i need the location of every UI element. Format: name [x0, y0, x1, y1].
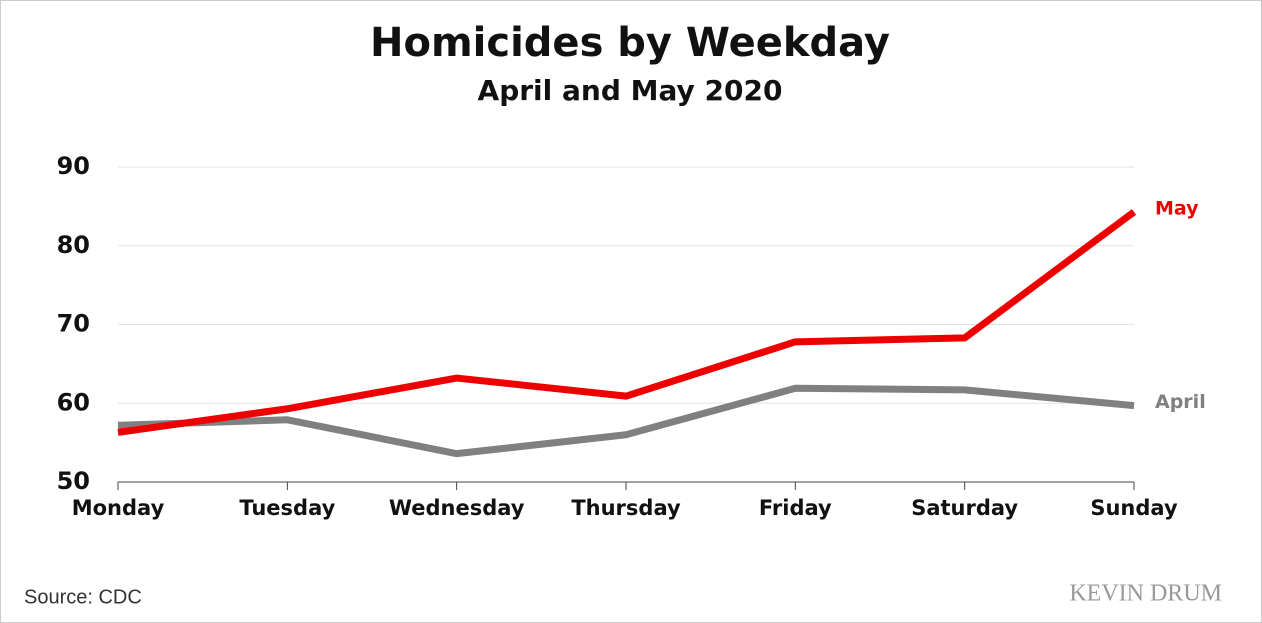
series-line: [117, 384, 1135, 458]
x-tick-label: Friday: [759, 496, 832, 520]
x-tick-label: Saturday: [911, 496, 1018, 520]
y-tick-label: 80: [57, 231, 90, 259]
x-tick-label: Tuesday: [239, 496, 335, 520]
chart-subtitle: April and May 2020: [478, 74, 783, 107]
series-label: May: [1155, 197, 1199, 219]
y-tick-label: 60: [57, 388, 90, 416]
series-label: April: [1155, 391, 1206, 413]
x-tick-label: Thursday: [571, 496, 681, 520]
series-line: [117, 209, 1137, 436]
y-tick-label: 50: [57, 467, 90, 495]
y-tick-label: 90: [57, 152, 90, 180]
watermark: KEVIN DRUM: [1069, 581, 1222, 607]
source: Source: CDC: [24, 586, 142, 608]
x-tick-label: Wednesday: [389, 496, 525, 520]
x-tick-label: Monday: [72, 496, 165, 520]
x-tick-label: Sunday: [1090, 496, 1178, 520]
y-tick-label: 70: [57, 310, 90, 338]
chart-title: Homicides by Weekday: [370, 20, 890, 66]
